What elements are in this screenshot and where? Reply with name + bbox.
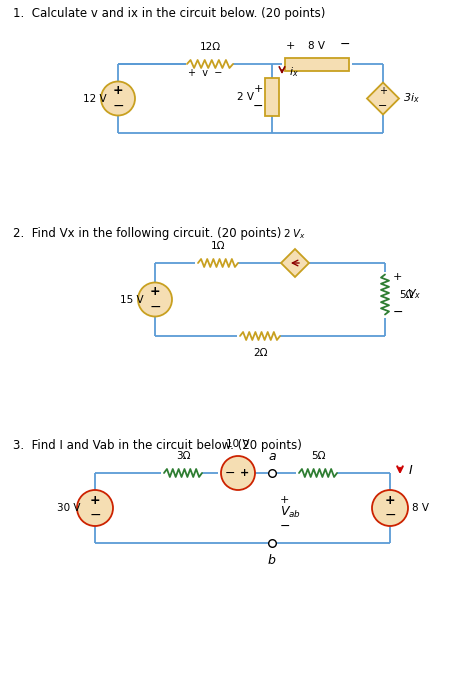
Polygon shape <box>367 82 399 115</box>
Text: −: − <box>224 466 235 480</box>
Text: +: + <box>379 86 387 96</box>
Text: +: + <box>385 494 395 507</box>
Text: 2.  Find Vx in the following circuit. (20 points): 2. Find Vx in the following circuit. (20… <box>13 227 281 240</box>
Text: −: − <box>384 508 396 522</box>
Text: +: + <box>113 84 123 97</box>
Polygon shape <box>281 249 309 277</box>
Text: +  v  −: + v − <box>188 68 222 78</box>
Text: 30 V: 30 V <box>57 503 81 513</box>
Text: −: − <box>378 101 388 111</box>
Text: +: + <box>253 84 263 93</box>
Text: $V_x$: $V_x$ <box>407 287 421 301</box>
Text: $i_x$: $i_x$ <box>289 65 299 79</box>
Text: +: + <box>280 495 289 505</box>
Circle shape <box>101 82 135 115</box>
Text: +: + <box>240 468 249 478</box>
Text: 2 V: 2 V <box>237 91 254 102</box>
Text: 5Ω: 5Ω <box>311 451 325 461</box>
Text: −: − <box>112 99 124 113</box>
Circle shape <box>138 283 172 316</box>
Text: 1Ω: 1Ω <box>211 241 225 251</box>
Bar <box>265 77 279 115</box>
Text: 10 V: 10 V <box>226 439 250 449</box>
Text: 3$i_x$: 3$i_x$ <box>403 92 420 106</box>
Text: $V_{ab}$: $V_{ab}$ <box>280 504 301 520</box>
Text: −: − <box>253 100 263 113</box>
Text: −: − <box>340 38 350 51</box>
Text: $a$: $a$ <box>267 450 276 463</box>
Text: 1.  Calculate v and ix in the circuit below. (20 points): 1. Calculate v and ix in the circuit bel… <box>13 7 326 20</box>
Text: 3.  Find I and Vab in the circuit below. (20 points): 3. Find I and Vab in the circuit below. … <box>13 439 302 452</box>
Text: −: − <box>393 306 404 319</box>
Text: 3Ω: 3Ω <box>176 451 190 461</box>
Text: +: + <box>393 272 402 281</box>
Circle shape <box>77 490 113 526</box>
Text: 15 V: 15 V <box>120 294 144 305</box>
Text: 12Ω: 12Ω <box>199 42 221 52</box>
Text: 12 V: 12 V <box>83 93 107 104</box>
Text: $b$: $b$ <box>267 553 276 567</box>
Text: +: + <box>285 41 295 51</box>
Text: +: + <box>90 494 100 507</box>
Text: $I$: $I$ <box>408 464 413 477</box>
Circle shape <box>372 490 408 526</box>
Text: −: − <box>89 508 101 522</box>
Text: −: − <box>149 300 161 314</box>
Text: 2Ω: 2Ω <box>253 348 267 358</box>
Text: +: + <box>150 285 160 299</box>
Text: 8 V: 8 V <box>309 41 326 51</box>
Text: 8 V: 8 V <box>412 503 429 513</box>
Bar <box>285 57 349 70</box>
Circle shape <box>221 456 255 490</box>
Text: −: − <box>280 520 291 533</box>
Text: 5Ω: 5Ω <box>399 290 414 299</box>
Text: 2 $V_x$: 2 $V_x$ <box>283 227 307 241</box>
